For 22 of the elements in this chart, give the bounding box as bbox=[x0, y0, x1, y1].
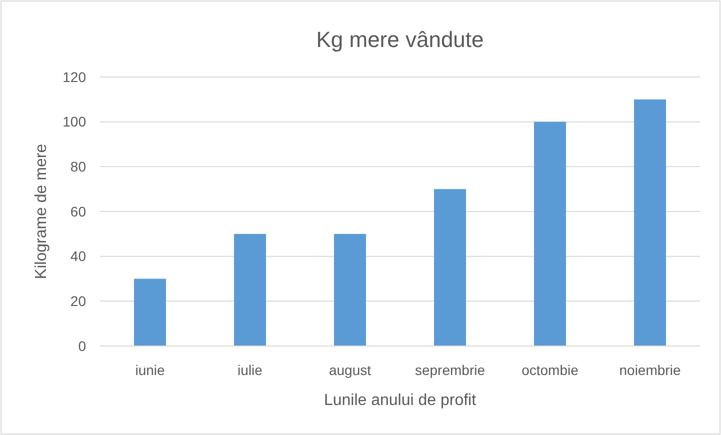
y-tick-label: 60 bbox=[70, 203, 86, 220]
y-tick-label: 120 bbox=[62, 68, 86, 85]
bar bbox=[334, 234, 366, 346]
y-tick-label: 0 bbox=[78, 338, 86, 354]
bar bbox=[534, 122, 566, 346]
bar bbox=[634, 99, 666, 346]
y-axis-title: Kilograme de mere bbox=[33, 144, 50, 280]
y-tick-label: 20 bbox=[70, 293, 86, 310]
x-tick-label: iunie bbox=[135, 362, 165, 378]
bar bbox=[434, 189, 466, 346]
bar bbox=[134, 278, 166, 346]
x-tick-label: seprembrie bbox=[414, 362, 486, 378]
bar bbox=[234, 234, 266, 346]
x-tick-label: august bbox=[328, 362, 372, 378]
y-tick-label: 100 bbox=[62, 114, 86, 130]
x-tick-label: iulie bbox=[238, 362, 263, 378]
y-tick-label: 80 bbox=[70, 158, 86, 175]
chart-title: Kg mere vândute bbox=[316, 27, 484, 52]
x-axis-title: Lunile anului de profit bbox=[324, 392, 477, 409]
y-tick-label: 40 bbox=[70, 248, 86, 264]
x-tick-label: octombie bbox=[522, 362, 579, 378]
x-tick-label: noiembrie bbox=[619, 362, 681, 378]
